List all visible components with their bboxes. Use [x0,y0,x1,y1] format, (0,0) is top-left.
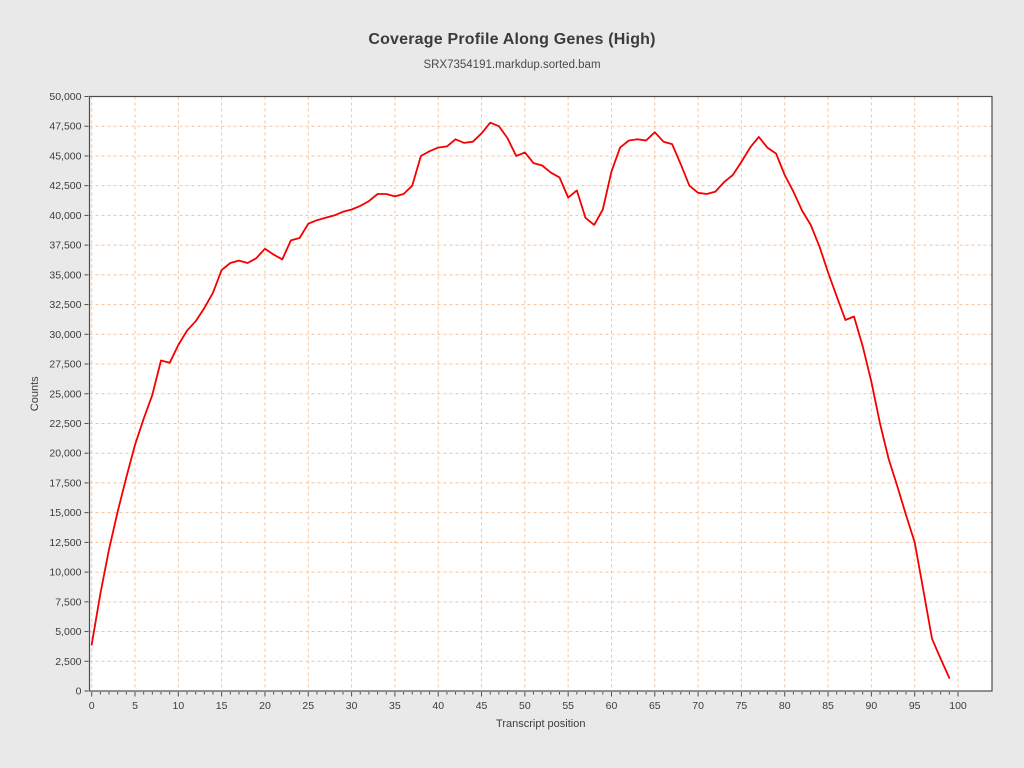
svg-text:0: 0 [89,700,95,712]
svg-text:12,500: 12,500 [49,537,81,549]
svg-text:15,000: 15,000 [49,507,81,519]
y-tick-labels: 0 2,500 5,000 7,500 10,000 12,500 15,000 17,500… [49,91,81,698]
svg-text:40,000: 40,000 [49,210,81,222]
svg-text:37,500: 37,500 [49,240,81,252]
svg-text:0: 0 [76,686,82,698]
svg-text:2,500: 2,500 [55,656,81,668]
svg-text:15: 15 [216,700,228,712]
svg-text:30: 30 [346,700,358,712]
svg-text:70: 70 [692,700,704,712]
tick-marks [84,96,959,697]
plot-border [88,95,993,692]
svg-text:95: 95 [909,700,921,712]
svg-text:17,500: 17,500 [49,477,81,489]
svg-text:32,500: 32,500 [49,299,81,311]
svg-text:80: 80 [779,700,791,712]
gridlines [89,96,992,692]
svg-text:20: 20 [259,700,271,712]
svg-text:5: 5 [132,700,138,712]
svg-text:10: 10 [172,700,184,712]
figure-title: Coverage Profile Along Genes (High) [368,31,656,48]
figure-subtitle: SRX7354191.markdup.sorted.bam [423,59,601,71]
svg-text:7,500: 7,500 [55,596,81,608]
svg-text:100: 100 [949,700,967,712]
svg-text:75: 75 [736,700,748,712]
svg-text:35: 35 [389,700,401,712]
svg-text:22,500: 22,500 [49,418,81,430]
svg-text:50: 50 [519,700,531,712]
svg-text:45,000: 45,000 [49,150,81,162]
svg-text:5,000: 5,000 [55,626,81,638]
svg-text:60: 60 [606,700,618,712]
svg-text:10,000: 10,000 [49,567,81,579]
svg-text:30,000: 30,000 [49,329,81,341]
svg-text:90: 90 [866,700,878,712]
x-tick-labels: 0 5 10 15 20 25 30 35 40 45 50 55 60 65 70 75 80 85 90 95 10… [89,700,967,712]
svg-text:20,000: 20,000 [49,448,81,460]
svg-text:25,000: 25,000 [49,388,81,400]
x-axis-label: Transcript position [496,718,585,730]
svg-text:25: 25 [302,700,314,712]
svg-text:85: 85 [822,700,834,712]
svg-text:40: 40 [432,700,444,712]
coverage-line [90,121,951,679]
y-axis-label: Counts [29,376,41,411]
svg-text:27,500: 27,500 [49,359,81,371]
svg-text:35,000: 35,000 [49,269,81,281]
svg-text:47,500: 47,500 [49,121,81,133]
svg-text:55: 55 [562,700,574,712]
svg-text:45: 45 [476,700,488,712]
svg-text:65: 65 [649,700,661,712]
svg-text:50,000: 50,000 [49,91,81,103]
svg-text:42,500: 42,500 [49,180,81,192]
